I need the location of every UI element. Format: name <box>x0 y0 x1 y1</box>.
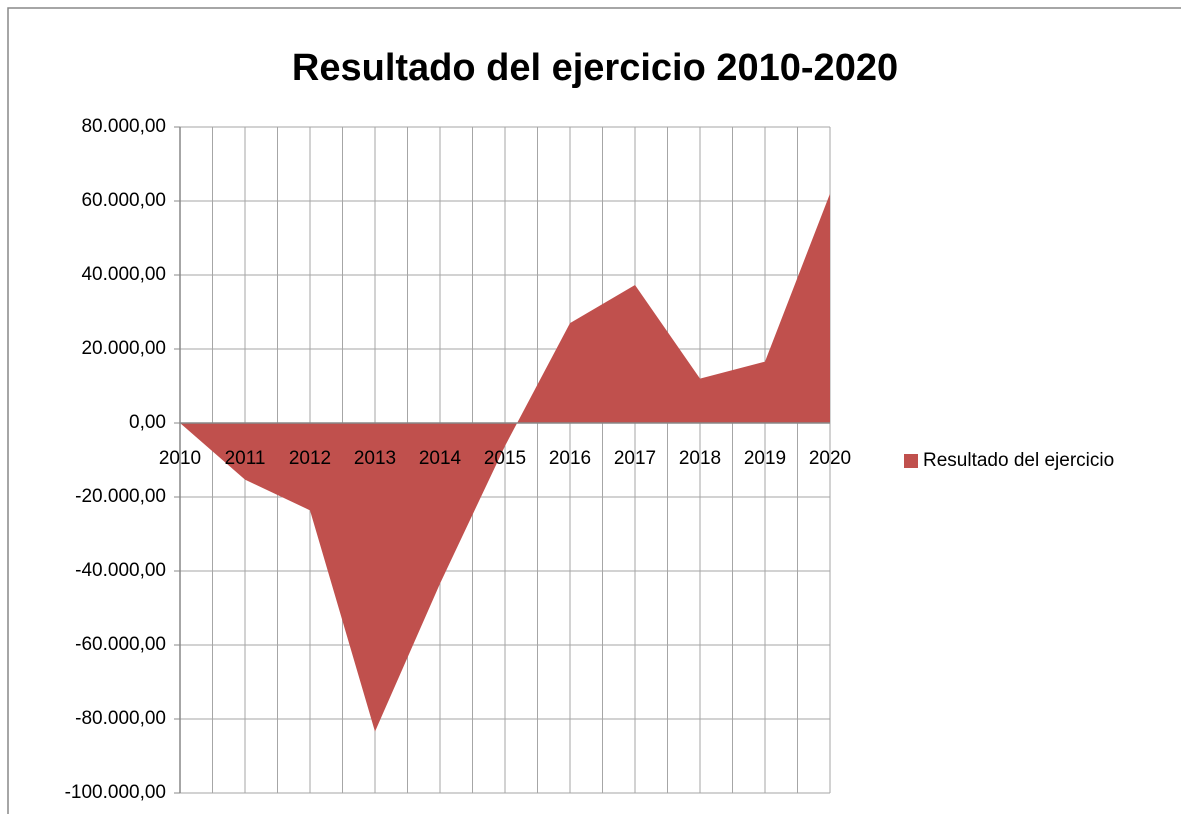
area <box>180 193 830 732</box>
x-tick-label: 2020 <box>809 448 851 469</box>
x-tick-label: 2010 <box>159 448 201 469</box>
y-tick-label: 60.000,00 <box>81 190 166 211</box>
x-tick-label: 2015 <box>484 448 526 469</box>
chart-title: Resultado del ejercicio 2010-2020 <box>292 47 898 89</box>
x-tick-label: 2011 <box>225 448 266 469</box>
y-tick-label: -40.000,00 <box>75 560 166 581</box>
y-tick-label: -80.000,00 <box>75 708 166 729</box>
x-tick-label: 2018 <box>679 448 721 469</box>
legend-swatch <box>904 454 918 468</box>
y-tick-label: -100.000,00 <box>65 782 166 803</box>
y-tick-label: 0,00 <box>129 412 166 433</box>
x-tick-label: 2019 <box>744 448 786 469</box>
x-tick-label: 2016 <box>549 448 591 469</box>
y-tick-label: 80.000,00 <box>81 116 166 137</box>
x-tick-label: 2012 <box>289 448 331 469</box>
x-tick-label: 2013 <box>354 448 396 469</box>
y-tick-label: 40.000,00 <box>81 264 166 285</box>
legend-label: Resultado del ejercicio <box>923 450 1114 471</box>
x-tick-label: 2014 <box>419 448 462 469</box>
y-tick-label: -20.000,00 <box>75 486 166 507</box>
x-tick-label: 2017 <box>614 448 656 469</box>
y-tick-label: -60.000,00 <box>75 634 166 655</box>
y-tick-label: 20.000,00 <box>81 338 166 359</box>
